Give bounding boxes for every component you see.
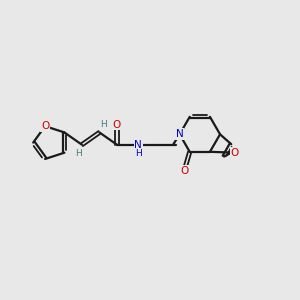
Text: H: H [100, 120, 107, 129]
Text: N: N [176, 129, 184, 139]
Text: H: H [75, 148, 81, 158]
Text: H: H [135, 148, 142, 158]
Text: O: O [180, 166, 188, 176]
Text: O: O [113, 119, 121, 130]
Text: O: O [231, 148, 239, 158]
Text: O: O [41, 121, 49, 131]
Text: N: N [134, 140, 142, 150]
